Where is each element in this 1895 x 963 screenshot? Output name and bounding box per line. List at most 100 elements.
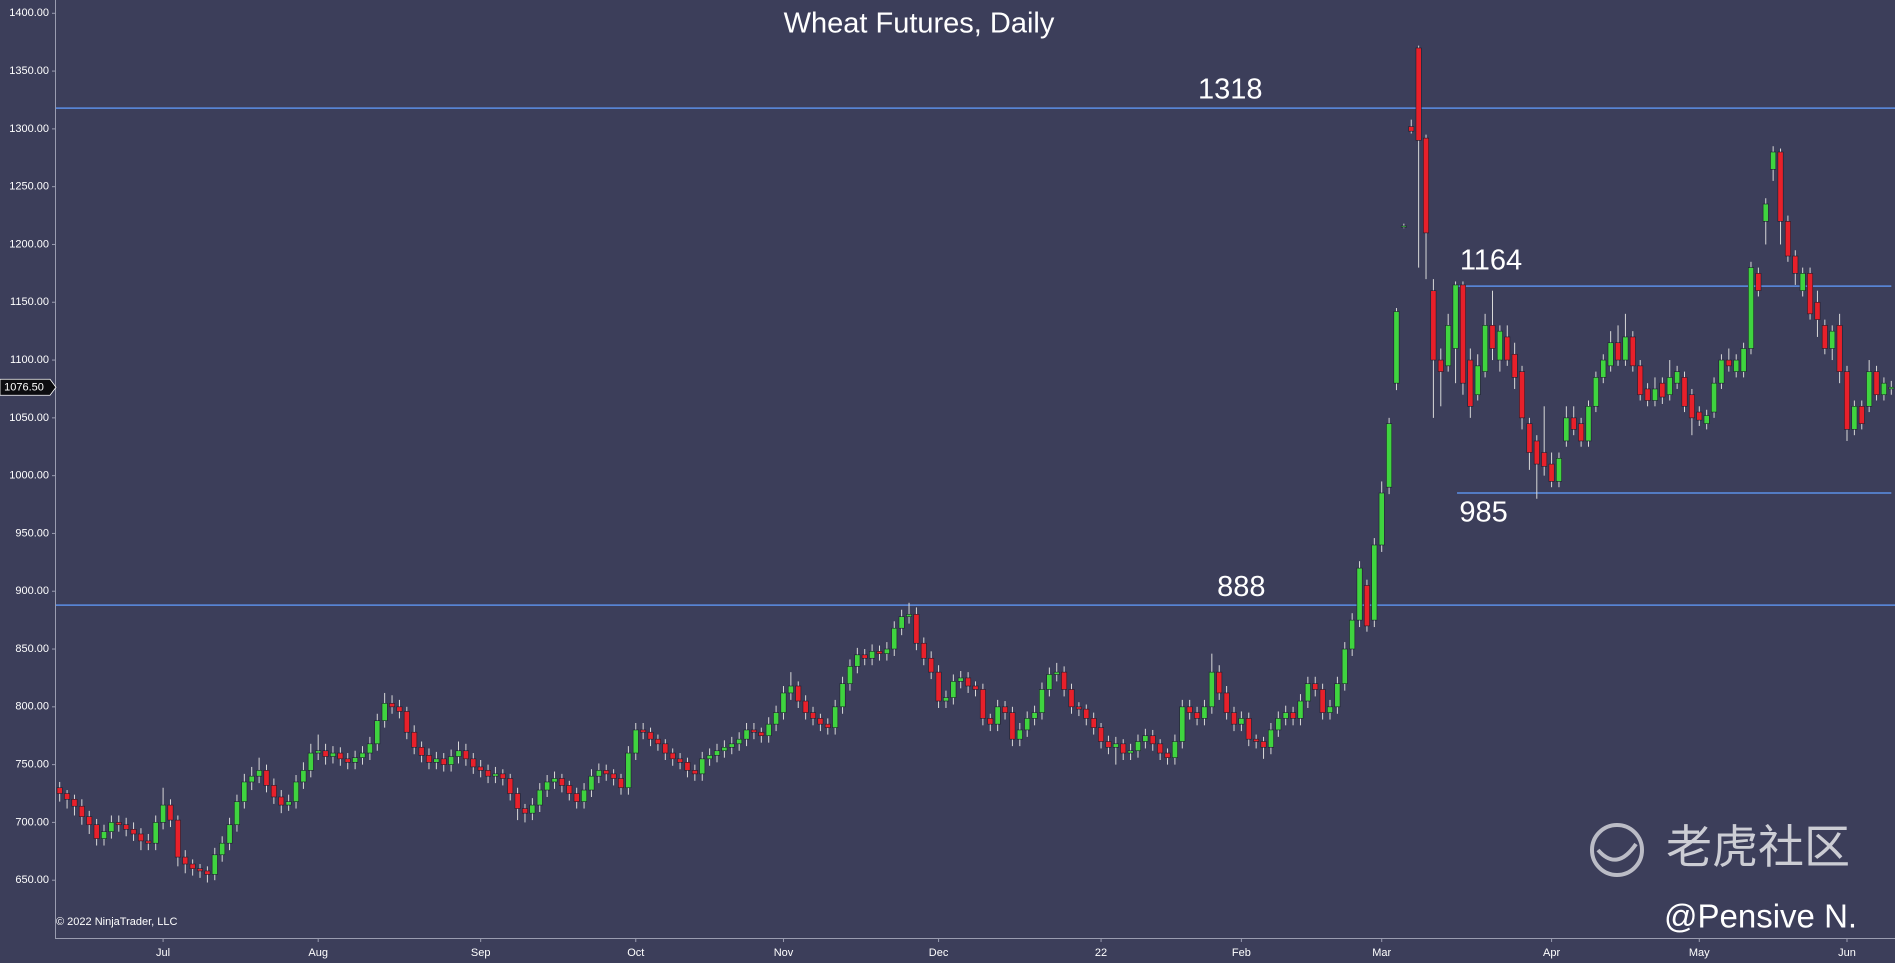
x-tick-label: Dec [929, 947, 949, 959]
candle-body [780, 692, 787, 713]
candle-body [1496, 330, 1503, 361]
candle-body [1467, 359, 1474, 407]
candle-body [514, 793, 521, 809]
candle-body [1718, 359, 1725, 384]
candle-body [854, 654, 861, 667]
candle-body [470, 758, 477, 768]
candle-body [167, 804, 174, 821]
candle-body [300, 770, 307, 783]
candle-body [1223, 692, 1230, 713]
candle-body [1031, 712, 1038, 719]
candle-body [115, 822, 122, 826]
last-price-label: 1076.50 [4, 382, 44, 394]
candle-body [1157, 743, 1164, 754]
candle-body [1002, 706, 1009, 713]
candle-body [920, 642, 927, 659]
candle-body [832, 706, 839, 728]
candle-body [1755, 273, 1762, 292]
candle-body [802, 700, 809, 713]
candle-body [1341, 648, 1348, 685]
candle-body [396, 706, 403, 712]
candle-body [1260, 741, 1267, 748]
candle-body [1858, 405, 1865, 424]
x-tick-label: Apr [1543, 947, 1560, 959]
candle-body [1437, 359, 1444, 372]
candle-body [1622, 336, 1629, 361]
x-tick-label: Nov [774, 947, 794, 959]
candle-body [1105, 741, 1112, 748]
candle-body [1009, 712, 1016, 740]
candle-body [1489, 325, 1496, 349]
candle-body [595, 770, 602, 777]
candle-body [56, 787, 63, 794]
candle-body [1814, 301, 1821, 320]
candle-body [1799, 273, 1806, 292]
candle-body [566, 785, 573, 794]
x-tick-label: Jul [156, 947, 170, 959]
candle-body [972, 685, 979, 690]
candle-body [130, 829, 137, 835]
y-tick-label: 1200.00 [9, 238, 49, 250]
candle-body [544, 781, 551, 791]
candle-body [1201, 706, 1208, 719]
candle-body [1474, 365, 1481, 396]
watermark-icon [1590, 823, 1644, 877]
candle-body [1533, 440, 1540, 465]
candle-body [411, 731, 418, 748]
level-label: 985 [1459, 497, 1507, 529]
y-tick-label: 1050.00 [9, 412, 49, 424]
candle-body [1171, 741, 1178, 758]
candle-body [366, 743, 373, 754]
candle-body [787, 685, 794, 694]
candle-body [145, 840, 152, 844]
candle-body [529, 804, 536, 814]
candle-body [359, 752, 366, 758]
candle-body [204, 870, 211, 875]
candle-body [824, 723, 831, 728]
candle-body [906, 614, 912, 617]
candle-body [1482, 325, 1489, 372]
candle-body [1762, 203, 1769, 222]
candle-body [1459, 284, 1466, 384]
candle-body [1637, 365, 1644, 396]
candle-body [1829, 330, 1836, 349]
candle-body [1061, 671, 1068, 690]
candle-body [1135, 741, 1141, 752]
candle-body [632, 729, 639, 754]
y-tick-label: 950.00 [15, 527, 49, 539]
candle-body [233, 801, 240, 826]
x-tick-label: Mar [1372, 947, 1391, 959]
candle-body [1142, 735, 1149, 742]
candle-body [462, 750, 469, 760]
candle-body [1356, 567, 1363, 621]
candle-body [603, 770, 610, 775]
candle-body [1792, 255, 1799, 274]
candle-body [1688, 394, 1695, 419]
candle-body [389, 703, 396, 708]
candle-body [1615, 342, 1622, 361]
y-tick-label: 1250.00 [9, 181, 49, 193]
level-label: 888 [1217, 571, 1265, 603]
candle-body [182, 856, 189, 865]
candle-body [662, 743, 669, 754]
candle-body [654, 738, 661, 745]
y-tick-label: 700.00 [15, 816, 49, 828]
candle-body [1216, 671, 1223, 694]
candle-body [1703, 415, 1710, 424]
candle-body [1319, 689, 1326, 713]
candle-body [640, 729, 647, 733]
candle-body [898, 616, 905, 629]
candle-body [189, 863, 196, 869]
candle-body [322, 750, 329, 757]
candle-body [846, 666, 853, 685]
candle-body [1245, 718, 1252, 740]
candle-body [337, 752, 344, 760]
candle-body [226, 824, 233, 844]
candle-body [1777, 151, 1784, 222]
candle-body [876, 651, 883, 654]
candle-body [1327, 706, 1333, 713]
y-tick-label: 1300.00 [9, 123, 49, 135]
candle-body [477, 766, 484, 771]
candle-body [795, 685, 802, 702]
